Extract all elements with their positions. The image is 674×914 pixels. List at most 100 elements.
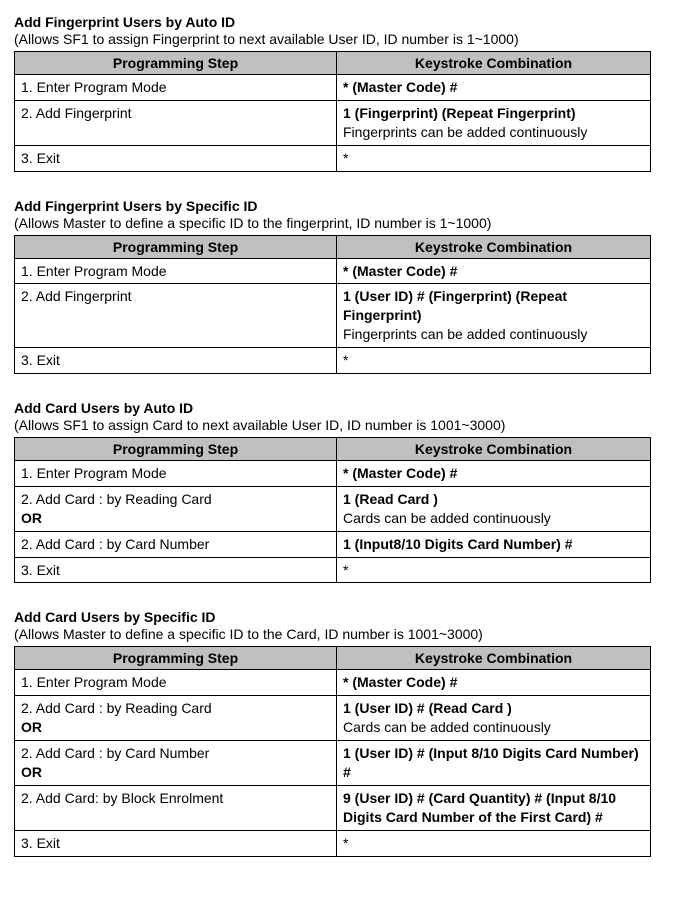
cell-step: 1. Enter Program Mode — [15, 258, 337, 284]
cell-step-line-0: 3. Exit — [21, 834, 330, 853]
table-row: 1. Enter Program Mode * (Master Code) # — [15, 670, 651, 696]
programming-table: Programming StepKeystroke Combination1. … — [14, 235, 651, 374]
section-desc: (Allows SF1 to assign Fingerprint to nex… — [14, 31, 660, 47]
cell-keystroke: 9 (User ID) # (Card Quantity) # (Input 8… — [337, 785, 651, 830]
cell-keystroke: * (Master Code) # — [337, 670, 651, 696]
section-title: Add Card Users by Auto ID — [14, 400, 660, 416]
cell-step-line-0: 2. Add Card: by Block Enrolment — [21, 789, 330, 808]
section-title: Add Fingerprint Users by Auto ID — [14, 14, 660, 30]
cell-keystroke: * — [337, 557, 651, 583]
header-programming-step: Programming Step — [15, 647, 337, 670]
table-header-row: Programming StepKeystroke Combination — [15, 647, 651, 670]
cell-step: 2. Add Fingerprint — [15, 284, 337, 348]
cell-step: 3. Exit — [15, 557, 337, 583]
cell-step-line-0: 3. Exit — [21, 561, 330, 580]
section-desc: (Allows Master to define a specific ID t… — [14, 215, 660, 231]
cell-keystroke: 1 (Read Card )Cards can be added continu… — [337, 486, 651, 531]
cell-keystroke: 1 (User ID) # (Read Card )Cards can be a… — [337, 696, 651, 741]
cell-keystroke-line-0: 1 (Input8/10 Digits Card Number) # — [343, 535, 644, 554]
cell-keystroke-line-1: Fingerprints can be added continuously — [343, 325, 644, 344]
section-title: Add Card Users by Specific ID — [14, 609, 660, 625]
table-row: 2. Add Card : by Card Number 1 (Input8/10… — [15, 531, 651, 557]
cell-keystroke: 1 (User ID) # (Fingerprint) (Repeat Fing… — [337, 284, 651, 348]
table-row: 1. Enter Program Mode * (Master Code) # — [15, 461, 651, 487]
table-row: 1. Enter Program Mode * (Master Code) # — [15, 75, 651, 101]
cell-keystroke-line-0: 1 (User ID) # (Read Card ) — [343, 699, 644, 718]
cell-step: 2. Add Fingerprint — [15, 100, 337, 145]
header-keystroke-combination: Keystroke Combination — [337, 52, 651, 75]
cell-keystroke: * — [337, 348, 651, 374]
cell-step: 1. Enter Program Mode — [15, 75, 337, 101]
table-row: 2. Add Card: by Block Enrolment 9 (User I… — [15, 785, 651, 830]
table-header-row: Programming StepKeystroke Combination — [15, 52, 651, 75]
header-programming-step: Programming Step — [15, 235, 337, 258]
table-row: 2. Add Card : by Reading CardOR1 (User I… — [15, 696, 651, 741]
cell-step: 1. Enter Program Mode — [15, 461, 337, 487]
cell-step: 2. Add Card : by Reading CardOR — [15, 696, 337, 741]
cell-keystroke: * (Master Code) # — [337, 75, 651, 101]
section-0: Add Fingerprint Users by Auto ID(Allows … — [14, 14, 660, 172]
cell-step-line-0: 3. Exit — [21, 351, 330, 370]
cell-keystroke-line-0: 1 (Fingerprint) (Repeat Fingerprint) — [343, 104, 644, 123]
cell-keystroke: 1 (Input8/10 Digits Card Number) # — [337, 531, 651, 557]
cell-keystroke: * — [337, 145, 651, 171]
header-keystroke-combination: Keystroke Combination — [337, 647, 651, 670]
cell-keystroke-line-0: * — [343, 149, 644, 168]
cell-step-line-0: 1. Enter Program Mode — [21, 464, 330, 483]
table-row: 3. Exit * — [15, 145, 651, 171]
table-row: 2. Add Card : by Reading CardOR1 (Read C… — [15, 486, 651, 531]
header-keystroke-combination: Keystroke Combination — [337, 438, 651, 461]
cell-step-line-0: 2. Add Card : by Reading Card — [21, 699, 330, 718]
cell-keystroke-line-0: * — [343, 561, 644, 580]
header-programming-step: Programming Step — [15, 52, 337, 75]
table-row: 3. Exit * — [15, 557, 651, 583]
cell-keystroke-line-0: * (Master Code) # — [343, 78, 644, 97]
header-programming-step: Programming Step — [15, 438, 337, 461]
programming-table: Programming StepKeystroke Combination1. … — [14, 51, 651, 172]
table-row: 3. Exit * — [15, 830, 651, 856]
header-keystroke-combination: Keystroke Combination — [337, 235, 651, 258]
table-header-row: Programming StepKeystroke Combination — [15, 438, 651, 461]
cell-step-line-0: 3. Exit — [21, 149, 330, 168]
cell-step-line-0: 2. Add Fingerprint — [21, 287, 330, 306]
cell-step: 3. Exit — [15, 830, 337, 856]
cell-step: 3. Exit — [15, 348, 337, 374]
table-row: 2. Add Fingerprint 1 (User ID) # (Fingerp… — [15, 284, 651, 348]
cell-step: 1. Enter Program Mode — [15, 670, 337, 696]
cell-step-line-1: OR — [21, 763, 330, 782]
table-header-row: Programming StepKeystroke Combination — [15, 235, 651, 258]
programming-table: Programming StepKeystroke Combination1. … — [14, 437, 651, 583]
cell-keystroke-line-0: * (Master Code) # — [343, 464, 644, 483]
cell-step-line-0: 2. Add Card : by Card Number — [21, 535, 330, 554]
cell-step-line-0: 2. Add Fingerprint — [21, 104, 330, 123]
table-row: 3. Exit * — [15, 348, 651, 374]
cell-keystroke-line-1: Cards can be added continuously — [343, 718, 644, 737]
cell-keystroke-line-0: * (Master Code) # — [343, 673, 644, 692]
cell-keystroke-line-0: * — [343, 834, 644, 853]
cell-step-line-0: 1. Enter Program Mode — [21, 673, 330, 692]
cell-keystroke-line-0: * (Master Code) # — [343, 262, 644, 281]
cell-keystroke-line-0: 1 (User ID) # (Fingerprint) (Repeat Fing… — [343, 287, 644, 325]
section-desc: (Allows Master to define a specific ID t… — [14, 626, 660, 642]
cell-step: 2. Add Card : by Reading CardOR — [15, 486, 337, 531]
section-2: Add Card Users by Auto ID(Allows SF1 to … — [14, 400, 660, 583]
cell-step-line-0: 2. Add Card : by Card Number — [21, 744, 330, 763]
section-desc: (Allows SF1 to assign Card to next avail… — [14, 417, 660, 433]
cell-step: 2. Add Card : by Card Number — [15, 531, 337, 557]
cell-keystroke: * (Master Code) # — [337, 258, 651, 284]
cell-step-line-0: 2. Add Card : by Reading Card — [21, 490, 330, 509]
table-row: 1. Enter Program Mode * (Master Code) # — [15, 258, 651, 284]
cell-keystroke-line-0: 1 (Read Card ) — [343, 490, 644, 509]
cell-step-line-1: OR — [21, 509, 330, 528]
cell-step: 2. Add Card: by Block Enrolment — [15, 785, 337, 830]
section-1: Add Fingerprint Users by Specific ID(All… — [14, 198, 660, 374]
cell-step: 3. Exit — [15, 145, 337, 171]
programming-table: Programming StepKeystroke Combination1. … — [14, 646, 651, 856]
cell-keystroke-line-0: * — [343, 351, 644, 370]
table-row: 2. Add Card : by Card NumberOR 1 (User ID… — [15, 741, 651, 786]
cell-step-line-0: 1. Enter Program Mode — [21, 262, 330, 281]
cell-keystroke-line-0: 1 (User ID) # (Input 8/10 Digits Card Nu… — [343, 744, 644, 782]
cell-keystroke-line-1: Cards can be added continuously — [343, 509, 644, 528]
cell-keystroke: 1 (User ID) # (Input 8/10 Digits Card Nu… — [337, 741, 651, 786]
section-3: Add Card Users by Specific ID(Allows Mas… — [14, 609, 660, 856]
